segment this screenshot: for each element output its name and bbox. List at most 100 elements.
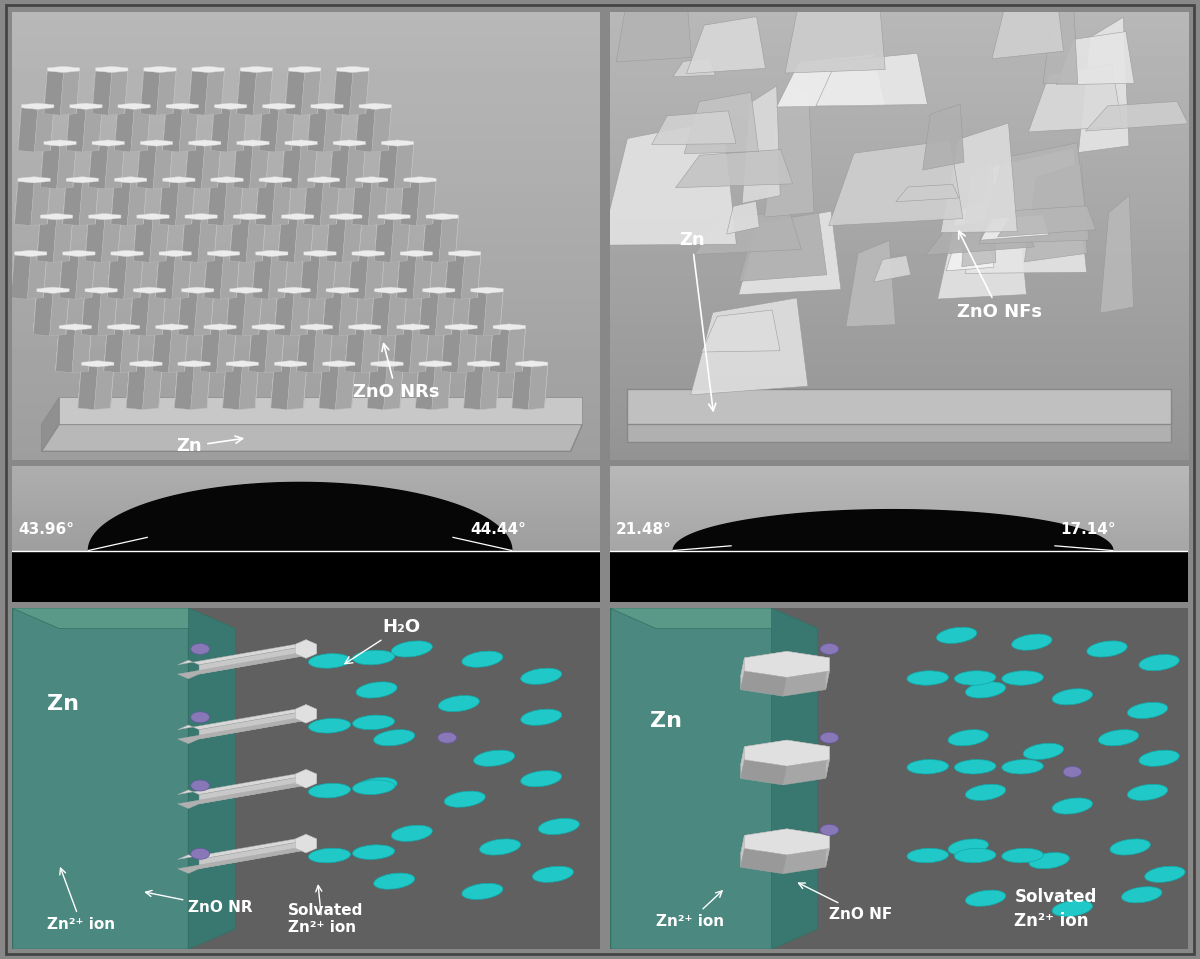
Polygon shape bbox=[178, 287, 198, 331]
Polygon shape bbox=[484, 287, 503, 331]
Polygon shape bbox=[300, 255, 320, 299]
Polygon shape bbox=[89, 141, 92, 187]
Polygon shape bbox=[188, 66, 209, 110]
Polygon shape bbox=[281, 325, 284, 371]
Polygon shape bbox=[114, 105, 118, 151]
Polygon shape bbox=[338, 292, 359, 336]
Polygon shape bbox=[188, 68, 192, 113]
Polygon shape bbox=[157, 71, 176, 115]
Polygon shape bbox=[55, 325, 59, 371]
Ellipse shape bbox=[948, 730, 989, 746]
Polygon shape bbox=[133, 215, 137, 261]
Polygon shape bbox=[330, 145, 349, 189]
Polygon shape bbox=[307, 103, 326, 148]
Polygon shape bbox=[163, 103, 182, 148]
Polygon shape bbox=[140, 66, 160, 110]
Ellipse shape bbox=[521, 709, 562, 725]
Polygon shape bbox=[271, 365, 290, 409]
Polygon shape bbox=[378, 145, 397, 189]
Polygon shape bbox=[419, 292, 439, 336]
Polygon shape bbox=[110, 178, 114, 224]
Polygon shape bbox=[41, 140, 60, 184]
Polygon shape bbox=[210, 289, 214, 335]
Polygon shape bbox=[355, 105, 359, 151]
Polygon shape bbox=[107, 324, 140, 330]
Ellipse shape bbox=[1127, 784, 1168, 801]
Polygon shape bbox=[154, 145, 173, 189]
Polygon shape bbox=[217, 329, 236, 373]
Ellipse shape bbox=[1087, 641, 1127, 657]
Polygon shape bbox=[233, 141, 236, 187]
Text: H₂O: H₂O bbox=[344, 618, 420, 664]
Ellipse shape bbox=[353, 650, 395, 665]
Polygon shape bbox=[304, 176, 324, 221]
Polygon shape bbox=[259, 176, 292, 183]
Polygon shape bbox=[59, 397, 582, 425]
Polygon shape bbox=[220, 255, 240, 299]
Polygon shape bbox=[104, 324, 124, 368]
Polygon shape bbox=[388, 105, 391, 151]
Polygon shape bbox=[229, 214, 250, 258]
Polygon shape bbox=[208, 181, 227, 225]
Polygon shape bbox=[146, 287, 166, 331]
Polygon shape bbox=[227, 107, 247, 152]
Polygon shape bbox=[457, 329, 478, 373]
Ellipse shape bbox=[353, 780, 395, 795]
Polygon shape bbox=[326, 219, 346, 263]
Polygon shape bbox=[56, 140, 77, 184]
Polygon shape bbox=[342, 214, 362, 258]
Polygon shape bbox=[282, 145, 301, 189]
Polygon shape bbox=[740, 740, 787, 765]
Polygon shape bbox=[259, 289, 262, 335]
Ellipse shape bbox=[1052, 689, 1092, 705]
Polygon shape bbox=[166, 103, 199, 109]
Ellipse shape bbox=[907, 760, 948, 774]
Polygon shape bbox=[89, 325, 91, 371]
Polygon shape bbox=[413, 250, 433, 294]
Polygon shape bbox=[497, 363, 499, 408]
Polygon shape bbox=[265, 324, 284, 368]
Polygon shape bbox=[236, 71, 257, 115]
Polygon shape bbox=[226, 361, 259, 367]
Ellipse shape bbox=[1127, 702, 1168, 718]
Polygon shape bbox=[352, 250, 384, 257]
Polygon shape bbox=[296, 324, 317, 368]
Polygon shape bbox=[178, 769, 317, 795]
Circle shape bbox=[191, 849, 210, 859]
Polygon shape bbox=[415, 365, 436, 409]
Polygon shape bbox=[85, 215, 89, 261]
Polygon shape bbox=[359, 103, 391, 109]
Polygon shape bbox=[168, 324, 188, 368]
Polygon shape bbox=[85, 287, 118, 293]
Polygon shape bbox=[154, 140, 173, 184]
Polygon shape bbox=[89, 214, 121, 220]
Ellipse shape bbox=[1052, 901, 1092, 917]
Polygon shape bbox=[323, 361, 355, 367]
Polygon shape bbox=[137, 145, 156, 189]
Polygon shape bbox=[79, 181, 98, 225]
Polygon shape bbox=[846, 241, 895, 327]
Polygon shape bbox=[208, 363, 210, 408]
Polygon shape bbox=[126, 361, 146, 405]
Polygon shape bbox=[240, 178, 244, 224]
Polygon shape bbox=[277, 287, 311, 293]
Polygon shape bbox=[233, 214, 265, 220]
Polygon shape bbox=[173, 68, 176, 113]
Polygon shape bbox=[198, 219, 217, 263]
Polygon shape bbox=[522, 325, 526, 371]
Polygon shape bbox=[130, 287, 150, 331]
Polygon shape bbox=[965, 148, 1087, 273]
Polygon shape bbox=[455, 215, 458, 261]
Polygon shape bbox=[11, 255, 31, 299]
Polygon shape bbox=[37, 215, 41, 261]
Polygon shape bbox=[127, 176, 146, 221]
Polygon shape bbox=[98, 287, 118, 331]
Polygon shape bbox=[937, 195, 1026, 299]
Polygon shape bbox=[359, 215, 362, 261]
Polygon shape bbox=[202, 145, 221, 189]
Polygon shape bbox=[344, 329, 365, 373]
Polygon shape bbox=[394, 145, 414, 189]
Ellipse shape bbox=[954, 849, 996, 863]
Polygon shape bbox=[214, 215, 217, 261]
Polygon shape bbox=[43, 140, 77, 146]
